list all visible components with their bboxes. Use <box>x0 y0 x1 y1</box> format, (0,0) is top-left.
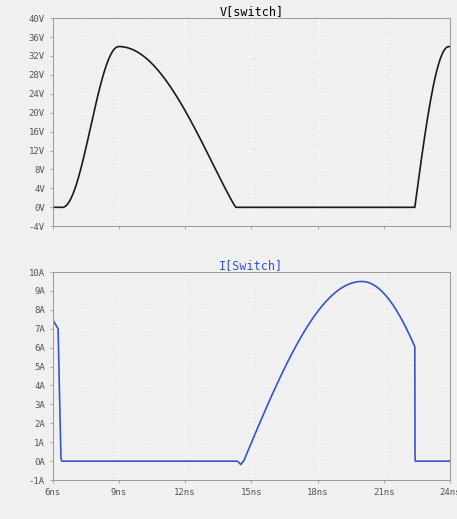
Title: V[switch]: V[switch] <box>219 5 283 18</box>
Title: I[Switch]: I[Switch] <box>219 259 283 272</box>
